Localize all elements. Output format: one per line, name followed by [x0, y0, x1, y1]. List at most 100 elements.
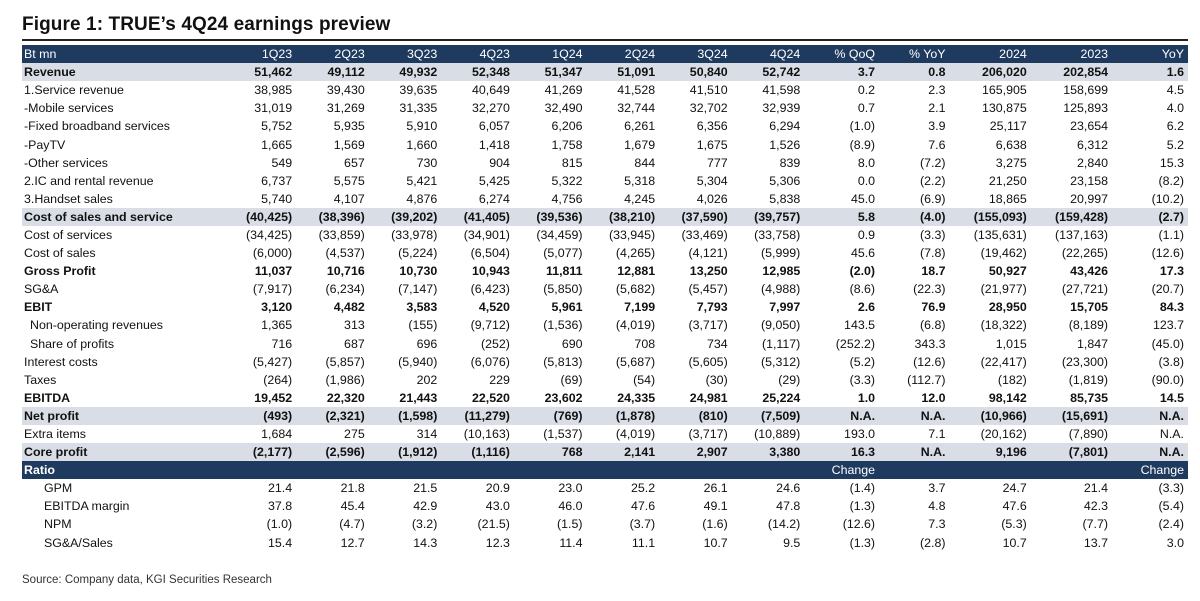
table-row: Revenue 51,462 49,112 49,932 52,348 51,347 51,…: [22, 63, 1188, 82]
cell-value: 19,452: [254, 390, 293, 405]
cell-value: (11,279): [441, 406, 514, 425]
cell-value: 6,274: [478, 191, 510, 206]
table-row: Net profit (493) (2,321) (1,598) (11,279) (76…: [22, 406, 1188, 425]
cell-value: N.A.: [1112, 406, 1188, 425]
cell-value: (8,189): [1068, 318, 1109, 333]
row-label: EBIT: [24, 300, 53, 315]
cell-value: (1.3): [849, 535, 876, 550]
cell-value: 41,510: [689, 83, 728, 98]
cell-value: 21.4: [1083, 481, 1109, 496]
cell-value: 229: [489, 372, 510, 387]
cell-value: 42.3: [1083, 499, 1109, 514]
cell-value: 85,735: [1070, 390, 1109, 405]
cell-value: 10,730: [399, 264, 438, 279]
table-row: EBITDA 19,452 22,320 21,443 22,520 23,602 24,3…: [22, 389, 1188, 407]
cell-value: (9,712): [470, 318, 510, 333]
cell-value: N.A.: [879, 443, 950, 462]
cell-value: 125,893: [1063, 101, 1109, 116]
cell-value: 5,421: [406, 173, 438, 188]
table-row: -PayTV 1,665 1,569 1,660 1,418 1,758 1,679 1,67…: [22, 135, 1188, 153]
cell-value: 3.7: [804, 63, 880, 82]
table-row: EBIT 3,120 4,482 3,583 4,520 5,961 7,199 7,793 7…: [22, 298, 1188, 316]
cell-value: 158,699: [1063, 83, 1109, 98]
cell-value: 313: [344, 318, 365, 333]
cell-value: (10,163): [463, 427, 510, 442]
cell-value: 12,881: [617, 264, 656, 279]
row-label: Non-operating revenues: [30, 318, 163, 333]
row-label: Core profit: [22, 443, 224, 462]
cell-value: 716: [271, 336, 293, 351]
cell-value: (33,469): [681, 227, 728, 242]
cell-value: 13.7: [1083, 535, 1109, 550]
cell-value: (1.0): [266, 517, 293, 532]
row-label: 3.Handset sales: [24, 191, 113, 206]
cell-value: 13,250: [689, 264, 728, 279]
cell-value: (21.5): [477, 517, 510, 532]
cell-value: 39,635: [399, 83, 438, 98]
cell-value: (1,819): [1068, 372, 1109, 387]
cell-value: 18,865: [988, 191, 1027, 206]
cell-value: (7.7): [1082, 517, 1109, 532]
cell-value: 4,482: [333, 300, 365, 315]
column-header: % YoY: [879, 45, 950, 64]
cell-value: (2.2): [920, 173, 946, 188]
cell-value: 734: [707, 336, 728, 351]
cell-value: (1.3): [849, 499, 876, 514]
cell-value: 2.6: [857, 300, 876, 315]
row-label: EBITDA: [24, 390, 71, 405]
cell-value: 25,117: [989, 119, 1027, 134]
cell-value: 6.2: [1166, 119, 1184, 134]
cell-value: (33,859): [318, 227, 365, 242]
cell-value: (33,758): [754, 227, 801, 242]
cell-value: (19,462): [980, 246, 1027, 261]
cell-value: 45.0: [850, 191, 876, 206]
cell-value: (6,504): [470, 246, 510, 261]
cell-value: (252.2): [835, 336, 876, 351]
cell-value: 84.3: [1159, 300, 1184, 315]
cell-value: [731, 461, 805, 480]
cell-value: 14.3: [413, 535, 438, 550]
cell-value: 26.1: [703, 481, 728, 496]
cell-value: (1.1): [1158, 227, 1184, 242]
cell-value: 11.1: [631, 535, 656, 550]
cell-value: 23,654: [1070, 119, 1109, 134]
cell-value: (8.2): [1158, 173, 1184, 188]
table-row: SG&A (7,917) (6,234) (7,147) (6,423) (5,850) (…: [22, 280, 1188, 298]
table-row: GPM 21.4 21.8 21.5 20.9 23.0 25.2 26.1 24.6 (1.4)…: [22, 479, 1188, 497]
cell-value: 777: [707, 155, 728, 170]
cell-value: (1,536): [543, 318, 583, 333]
cell-value: (5,312): [761, 354, 801, 369]
cell-value: 4,756: [551, 191, 583, 206]
cell-value: 12.7: [340, 535, 365, 550]
table-row: Non-operating revenues 1,365 313 (155) (9,71…: [22, 316, 1188, 334]
cell-value: 123.7: [1152, 318, 1184, 333]
cell-value: (40,425): [223, 207, 297, 226]
cell-value: (20,162): [980, 427, 1027, 442]
cell-value: 3,120: [261, 300, 293, 315]
cell-value: 52,742: [731, 63, 805, 82]
cell-value: 1,675: [696, 137, 728, 152]
cell-value: 1,418: [478, 137, 510, 152]
cell-value: 41,269: [544, 83, 583, 98]
table-row: Taxes (264) (1,986) 202 229 (69) (54) (30) (29) (…: [22, 371, 1188, 389]
cell-value: 1.6: [1112, 63, 1188, 82]
cell-value: 690: [561, 336, 583, 351]
row-label: EBITDA margin: [44, 499, 130, 514]
cell-value: 11,811: [545, 264, 583, 279]
cell-value: (3.3): [849, 372, 876, 387]
table-row: Interest costs (5,427) (5,857) (5,940) (6,07…: [22, 353, 1188, 371]
row-label: SG&A: [24, 282, 59, 297]
cell-value: (493): [223, 406, 297, 425]
cell-value: 23.0: [558, 481, 583, 496]
column-header: 2Q23: [296, 45, 369, 64]
cell-value: 7,793: [696, 300, 728, 315]
table-row: 2.IC and rental revenue 6,737 5,575 5,421 5,…: [22, 172, 1188, 190]
row-label: Revenue: [22, 63, 224, 82]
cell-value: 730: [416, 155, 438, 170]
cell-value: (22,265): [1061, 246, 1109, 261]
cell-value: 47.8: [776, 499, 801, 514]
cell-value: 24,335: [617, 390, 656, 405]
cell-value: 5,304: [696, 173, 728, 188]
cell-value: (1.5): [557, 517, 583, 532]
cell-value: 5,838: [769, 191, 801, 206]
